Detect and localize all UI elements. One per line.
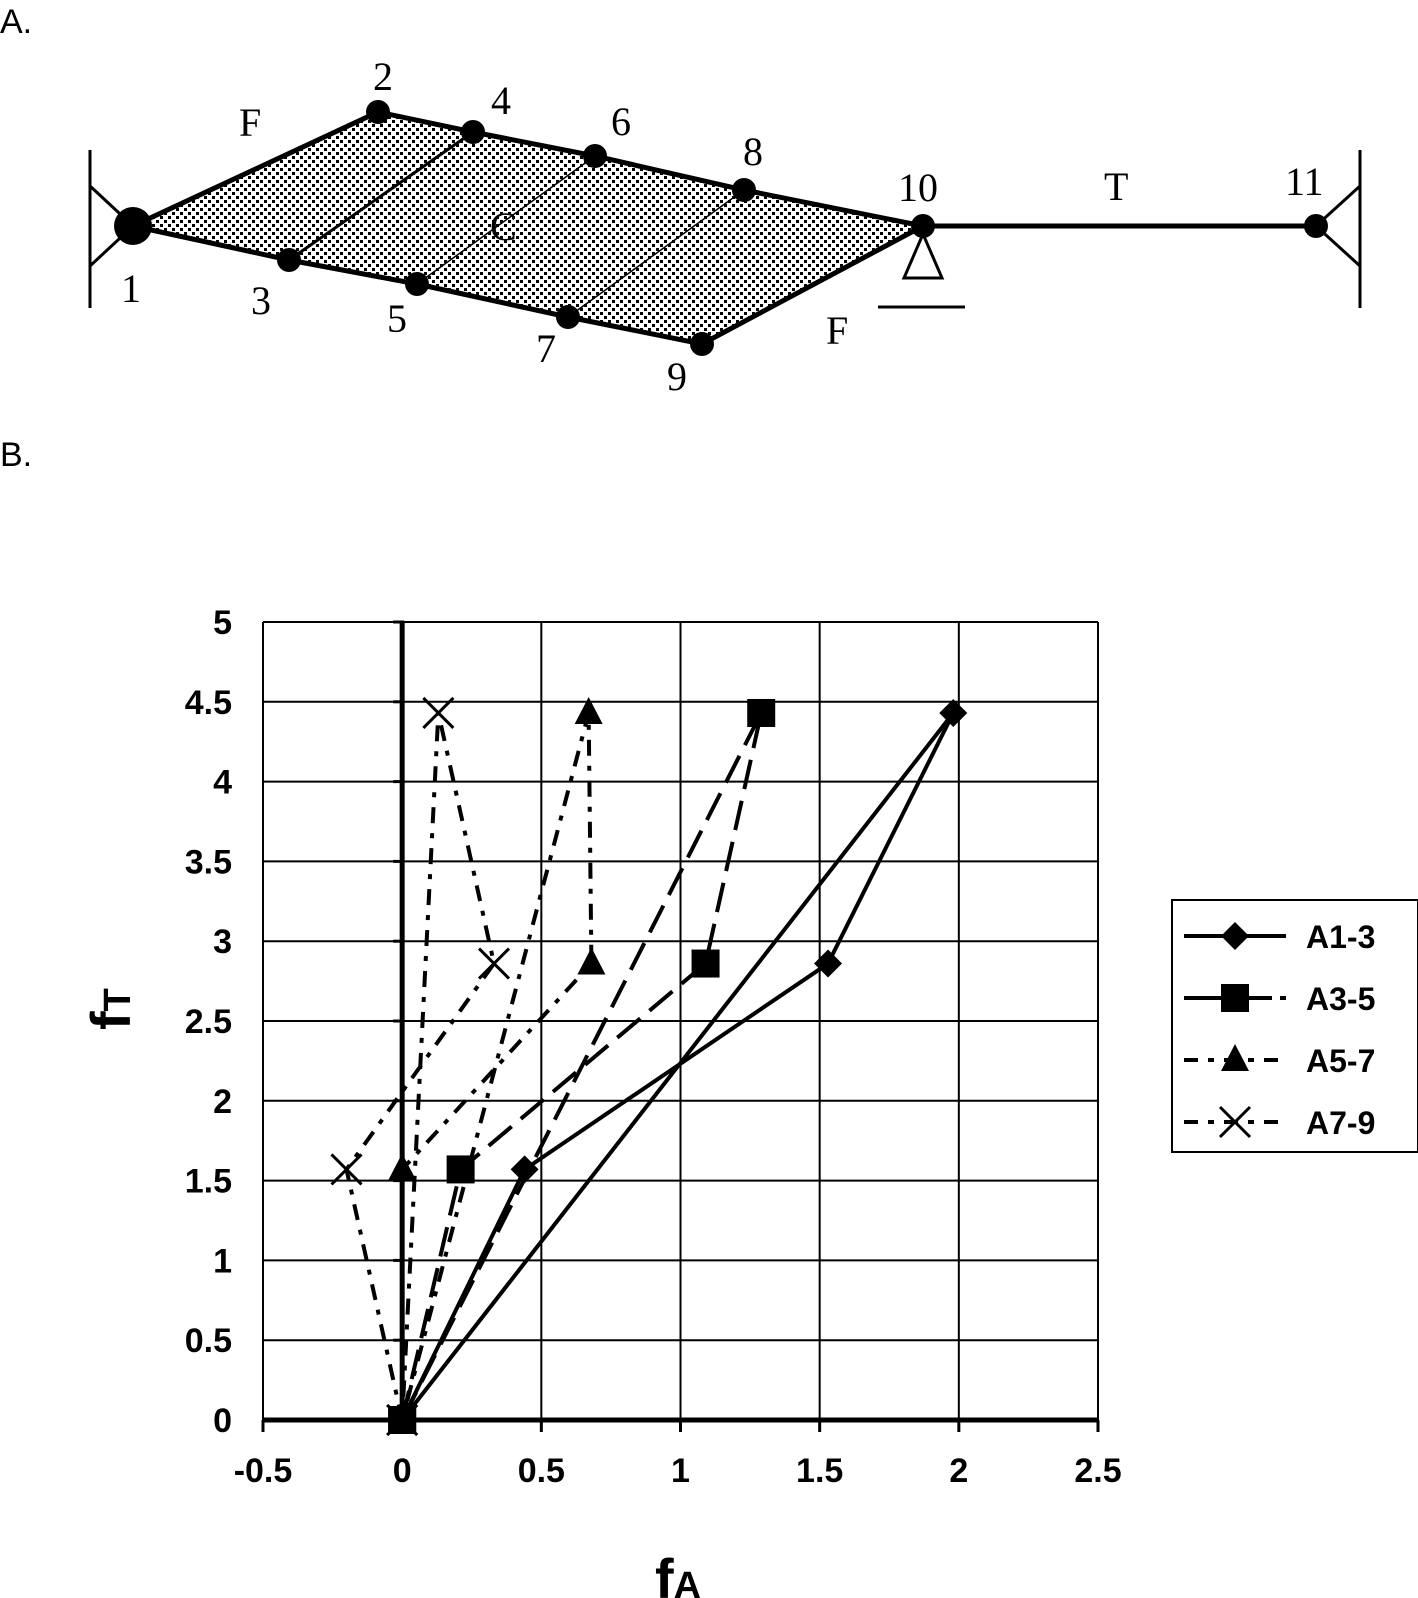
data-point-a3-5 (747, 698, 776, 727)
node-label: 6 (611, 99, 631, 144)
node-label: 4 (491, 78, 511, 123)
y-tick-label: 1.5 (185, 1163, 232, 1201)
member-label-f-bottom: F (826, 308, 848, 353)
node-label: 8 (743, 129, 763, 174)
x-tick-label: 2 (949, 1452, 968, 1490)
node-label: 5 (387, 296, 407, 341)
y-tick-label: 4.5 (185, 684, 232, 722)
chart: -0.5 0 0.5 1 1.5 2 2.500.511.522.533.544.55 (185, 604, 1122, 1490)
node-5 (405, 272, 429, 296)
node-label: 10 (898, 165, 938, 210)
series-line-a1-3 (400, 710, 956, 1422)
node-10 (911, 214, 935, 238)
node-label: 9 (667, 354, 687, 399)
legend-marker (1221, 922, 1249, 950)
y-axis-title-main: f (79, 1011, 142, 1030)
data-point-a5-7 (577, 947, 606, 975)
node-7 (556, 305, 580, 329)
x-tick-label: 1.5 (796, 1452, 843, 1490)
x-axis-title-main: f (655, 1547, 674, 1598)
panel-b-label: B. (0, 436, 32, 474)
node-8 (732, 178, 756, 202)
data-point-a7-9 (477, 947, 511, 980)
data-point-a7-9 (422, 696, 455, 730)
x-tick-label: 0.5 (518, 1452, 565, 1490)
node-label: 11 (1285, 159, 1324, 204)
node-9 (690, 332, 714, 356)
x-tick-label: 1 (671, 1452, 690, 1490)
stippled-panel (133, 112, 923, 344)
x-tick-label: -0.5 (234, 1452, 293, 1490)
legend-marker (1221, 1044, 1249, 1071)
node-label: 2 (373, 54, 393, 99)
series-line-a5-7 (400, 710, 594, 1421)
structure-diagram: A. (0, 3, 1362, 399)
y-tick-label: 0.5 (185, 1322, 232, 1360)
node-3 (277, 248, 301, 272)
legend-marker (1221, 984, 1249, 1012)
node-label: 7 (536, 326, 556, 371)
panel-a-label: A. (0, 3, 32, 41)
y-tick-label: 1 (213, 1242, 232, 1280)
y-axis-title-sub: T (97, 988, 139, 1011)
nodes (114, 100, 1328, 356)
data-point-a1-3 (814, 949, 843, 978)
member-label-t: T (1104, 164, 1128, 209)
y-tick-label: 5 (213, 604, 232, 642)
data-point-a3-5 (691, 949, 720, 978)
y-tick-label: 4 (213, 764, 232, 802)
x-axis-title: fA (655, 1547, 701, 1598)
node-labels: 1 2 3 4 5 6 7 8 9 10 11 (121, 54, 1324, 399)
node-2 (366, 100, 390, 124)
member-label-f-top: F (239, 100, 261, 145)
y-tick-label: 3 (213, 923, 232, 961)
legend-label: A5-7 (1306, 1043, 1375, 1079)
y-tick-label: 2 (213, 1083, 232, 1121)
data-point-a7-9 (330, 1153, 363, 1186)
legend-marker (1218, 1105, 1252, 1139)
legend: A1-3 A3-5 A5-7 A7-9 (1171, 899, 1418, 1153)
y-tick-label: 3.5 (185, 843, 232, 881)
x-tick-label: 0 (393, 1452, 412, 1490)
data-point-a1-3 (510, 1155, 539, 1184)
x-tick-label: 2.5 (1074, 1452, 1121, 1490)
data-point-a5-7 (388, 1153, 417, 1181)
node-1 (114, 207, 152, 245)
legend-box (1171, 899, 1418, 1153)
series-line-a7-9 (344, 710, 497, 1421)
node-4 (461, 120, 485, 144)
data-point-a7-9 (386, 1403, 419, 1437)
legend-label: A7-9 (1306, 1105, 1375, 1141)
roller-support (878, 230, 965, 309)
data-point-a5-7 (574, 696, 603, 724)
svg-text:fA: fA (655, 1547, 701, 1598)
legend-label: A3-5 (1306, 981, 1375, 1017)
node-label: 1 (121, 266, 141, 311)
node-11 (1304, 214, 1328, 238)
node-label: 3 (251, 278, 271, 323)
y-axis-title: fT (79, 988, 142, 1030)
x-axis-title-sub: A (674, 1565, 701, 1598)
node-6 (583, 144, 607, 168)
y-tick-label: 0 (213, 1402, 232, 1440)
cross-members (288, 130, 745, 318)
y-tick-label: 2.5 (185, 1003, 232, 1041)
data-point-a1-3 (939, 698, 968, 727)
svg-text:fT: fT (79, 988, 142, 1030)
member-label-c: C (490, 204, 517, 249)
series-line-a3-5 (400, 710, 764, 1421)
legend-label: A1-3 (1306, 919, 1375, 955)
chords (131, 109, 1316, 347)
